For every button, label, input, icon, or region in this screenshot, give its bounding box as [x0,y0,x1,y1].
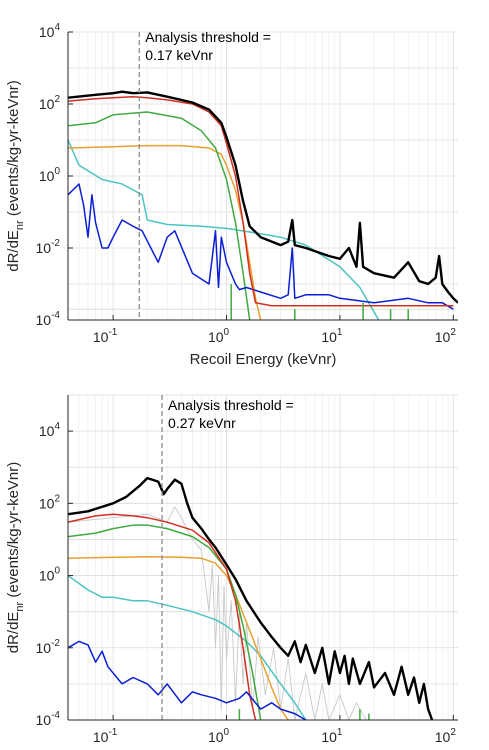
series-line-5 [68,640,307,720]
x-tick-label: 100 [208,327,230,345]
threshold-label-line1: Analysis threshold = [145,29,271,45]
series-group [68,476,434,720]
series-line-4 [68,513,257,720]
y-tick-label: 10-4 [36,710,61,728]
series-line-6 [68,90,458,304]
series-line-2 [68,556,289,720]
x-tick-label: 102 [435,327,457,345]
y-axis-label: dR/dEnr (events/kg-yr-keVnr) [5,80,26,272]
y-tick-label: 10-2 [36,238,61,256]
y-tick-label: 10-4 [36,310,61,328]
series-line-2 [68,144,262,320]
y-tick-label: 104 [39,421,61,439]
threshold-label-line2: 0.17 keVnr [145,47,213,63]
y-axis-label: dR/dEnr (events/kg-yr-keVnr) [5,462,26,654]
threshold-label-line2: 0.27 keVnr [168,415,236,431]
chart-top: Analysis threshold = 0.17 keVnr 10-1 100 101… [5,22,458,368]
y-tick-label: 100 [39,166,61,184]
y-tick-label: 100 [39,566,61,584]
series-line-3 [68,524,262,720]
series-line-6 [68,476,434,720]
x-tick-label: 10-1 [93,327,118,345]
grid-lines [67,31,458,321]
series-line-4 [68,183,454,310]
x-tick-label: 102 [435,727,457,745]
y-tick-label: 102 [39,493,61,511]
series-line-5 [68,95,454,307]
x-tick-label: 101 [321,327,343,345]
y-tick-label: 10-2 [36,638,61,656]
threshold-label-line1: Analysis threshold = [168,397,294,413]
series-line-1 [68,139,380,320]
y-tick-label: 104 [39,22,61,40]
y-tick-label: 102 [39,94,61,112]
series-line-7 [230,284,409,320]
series-line-1 [68,574,307,720]
x-tick-label: 10-1 [93,727,118,745]
x-tick-label: 101 [321,727,343,745]
chart-bottom: Analysis threshold = 0.27 keVnr 10-1 100 101… [5,394,458,745]
series-group [68,90,458,320]
x-tick-label: 100 [208,727,230,745]
x-axis-label: Recoil Energy (keVnr) [190,351,337,368]
series-line-3 [68,111,251,320]
series-line-7 [238,709,370,720]
